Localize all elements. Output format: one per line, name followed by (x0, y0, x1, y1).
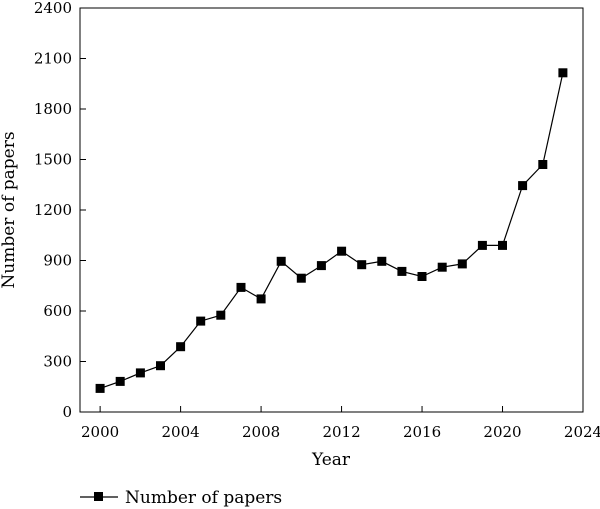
x-tick-label: 2012 (322, 423, 360, 441)
plot-frame (79, 7, 584, 413)
data-point-marker (236, 282, 246, 292)
data-point-marker (196, 316, 206, 326)
data-point-marker (95, 383, 105, 393)
data-point-marker (216, 310, 226, 320)
y-tick-label: 600 (43, 302, 72, 320)
data-point-marker (477, 240, 487, 250)
y-tick-label: 2400 (34, 0, 72, 17)
data-point-marker (518, 181, 528, 191)
data-point-marker (377, 256, 387, 266)
x-tick-label: 2004 (162, 423, 200, 441)
y-axis-ticks: 0 300 600 900 1200 1500 1800 2100 2400 (34, 0, 86, 421)
y-axis-label: Number of papers (0, 131, 19, 288)
data-point-marker (357, 260, 367, 270)
data-point-marker (176, 342, 186, 352)
data-point-marker (337, 246, 347, 256)
x-tick-label: 2016 (403, 423, 441, 441)
y-tick-label: 1200 (34, 201, 72, 219)
data-point-marker (417, 272, 427, 281)
data-point-marker (437, 262, 447, 272)
data-point-marker (558, 68, 568, 78)
x-axis-label: Year (311, 450, 351, 470)
y-tick-label: 1500 (34, 151, 72, 169)
legend: Number of papers (80, 488, 282, 508)
data-point-marker (397, 266, 407, 276)
series-line (99, 72, 564, 389)
x-tick-label: 2024 (564, 423, 600, 441)
data-point-marker (135, 368, 145, 378)
data-point-marker (316, 261, 326, 271)
data-point-marker (276, 256, 286, 266)
data-point-marker (498, 240, 507, 250)
y-tick-label: 0 (62, 403, 72, 421)
x-tick-label: 2008 (242, 423, 280, 441)
data-point-marker (538, 160, 548, 169)
y-tick-label: 300 (43, 353, 72, 371)
x-tick-label: 2000 (81, 423, 119, 441)
y-tick-label: 900 (43, 252, 72, 270)
data-point-marker (457, 259, 467, 269)
legend-marker (94, 492, 103, 501)
data-point-marker (115, 376, 125, 386)
y-tick-label: 1800 (34, 100, 72, 118)
x-axis-ticks: 2000 2004 2008 2012 2016 2020 2024 (81, 406, 600, 441)
y-tick-label: 2100 (34, 50, 72, 68)
legend-label: Number of papers (125, 488, 282, 508)
series-layer (95, 68, 568, 393)
data-point-marker (156, 361, 165, 371)
data-point-marker (256, 294, 266, 304)
x-tick-label: 2020 (483, 423, 521, 441)
data-point-marker (296, 273, 306, 283)
